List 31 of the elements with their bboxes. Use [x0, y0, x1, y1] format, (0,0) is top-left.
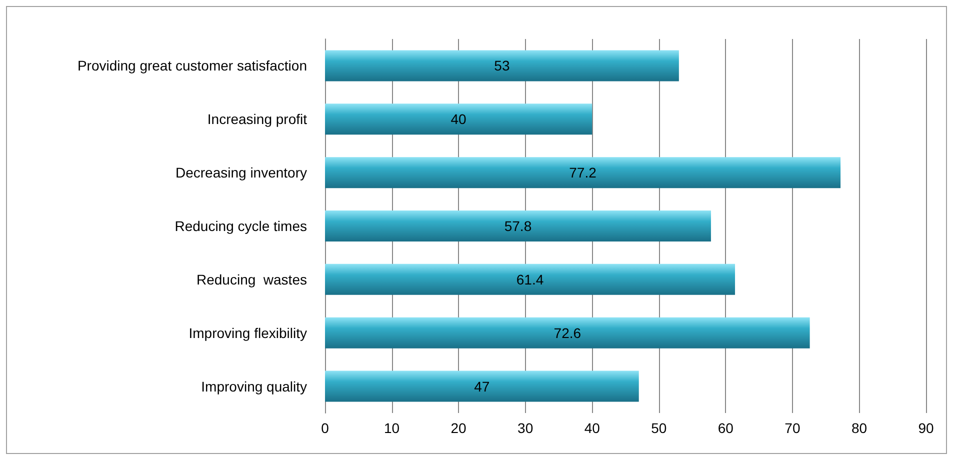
- y-tick-label: Improving flexibility: [188, 324, 307, 341]
- x-tick-label: 60: [718, 420, 734, 436]
- x-tick-label: 90: [918, 420, 934, 436]
- y-tick-label: Decreasing inventory: [175, 164, 307, 181]
- x-tick-label: 70: [784, 420, 800, 436]
- data-label: 47: [474, 378, 490, 394]
- y-tick-label: Increasing profit: [207, 111, 308, 128]
- x-tick-label: 30: [518, 420, 534, 436]
- y-tick-label: Improving quality: [201, 378, 307, 394]
- x-tick-label: 40: [584, 420, 600, 436]
- data-label: 40: [450, 111, 467, 128]
- bar: [325, 210, 711, 242]
- x-tick-label: 0: [321, 420, 330, 436]
- data-label: 53: [494, 58, 510, 74]
- y-tick-label: Providing great customer satisfaction: [77, 58, 307, 74]
- data-label: 72.6: [554, 324, 582, 341]
- x-tick-label: 20: [450, 420, 467, 436]
- data-label: 57.8: [504, 218, 532, 234]
- y-tick-label: Reducing cycle times: [174, 218, 307, 234]
- data-label: 61.4: [516, 271, 544, 288]
- bar: [325, 264, 736, 295]
- x-tick-label: 80: [851, 420, 868, 436]
- bar: [325, 104, 592, 135]
- bar: [325, 50, 679, 82]
- bar: [325, 317, 810, 348]
- y-tick-label: Reducing wastes: [196, 271, 307, 288]
- x-tick-label: 50: [651, 420, 667, 436]
- x-tick-label: 10: [384, 420, 400, 436]
- bar: [325, 370, 639, 402]
- bar: [325, 157, 841, 188]
- data-label: 77.2: [569, 164, 597, 181]
